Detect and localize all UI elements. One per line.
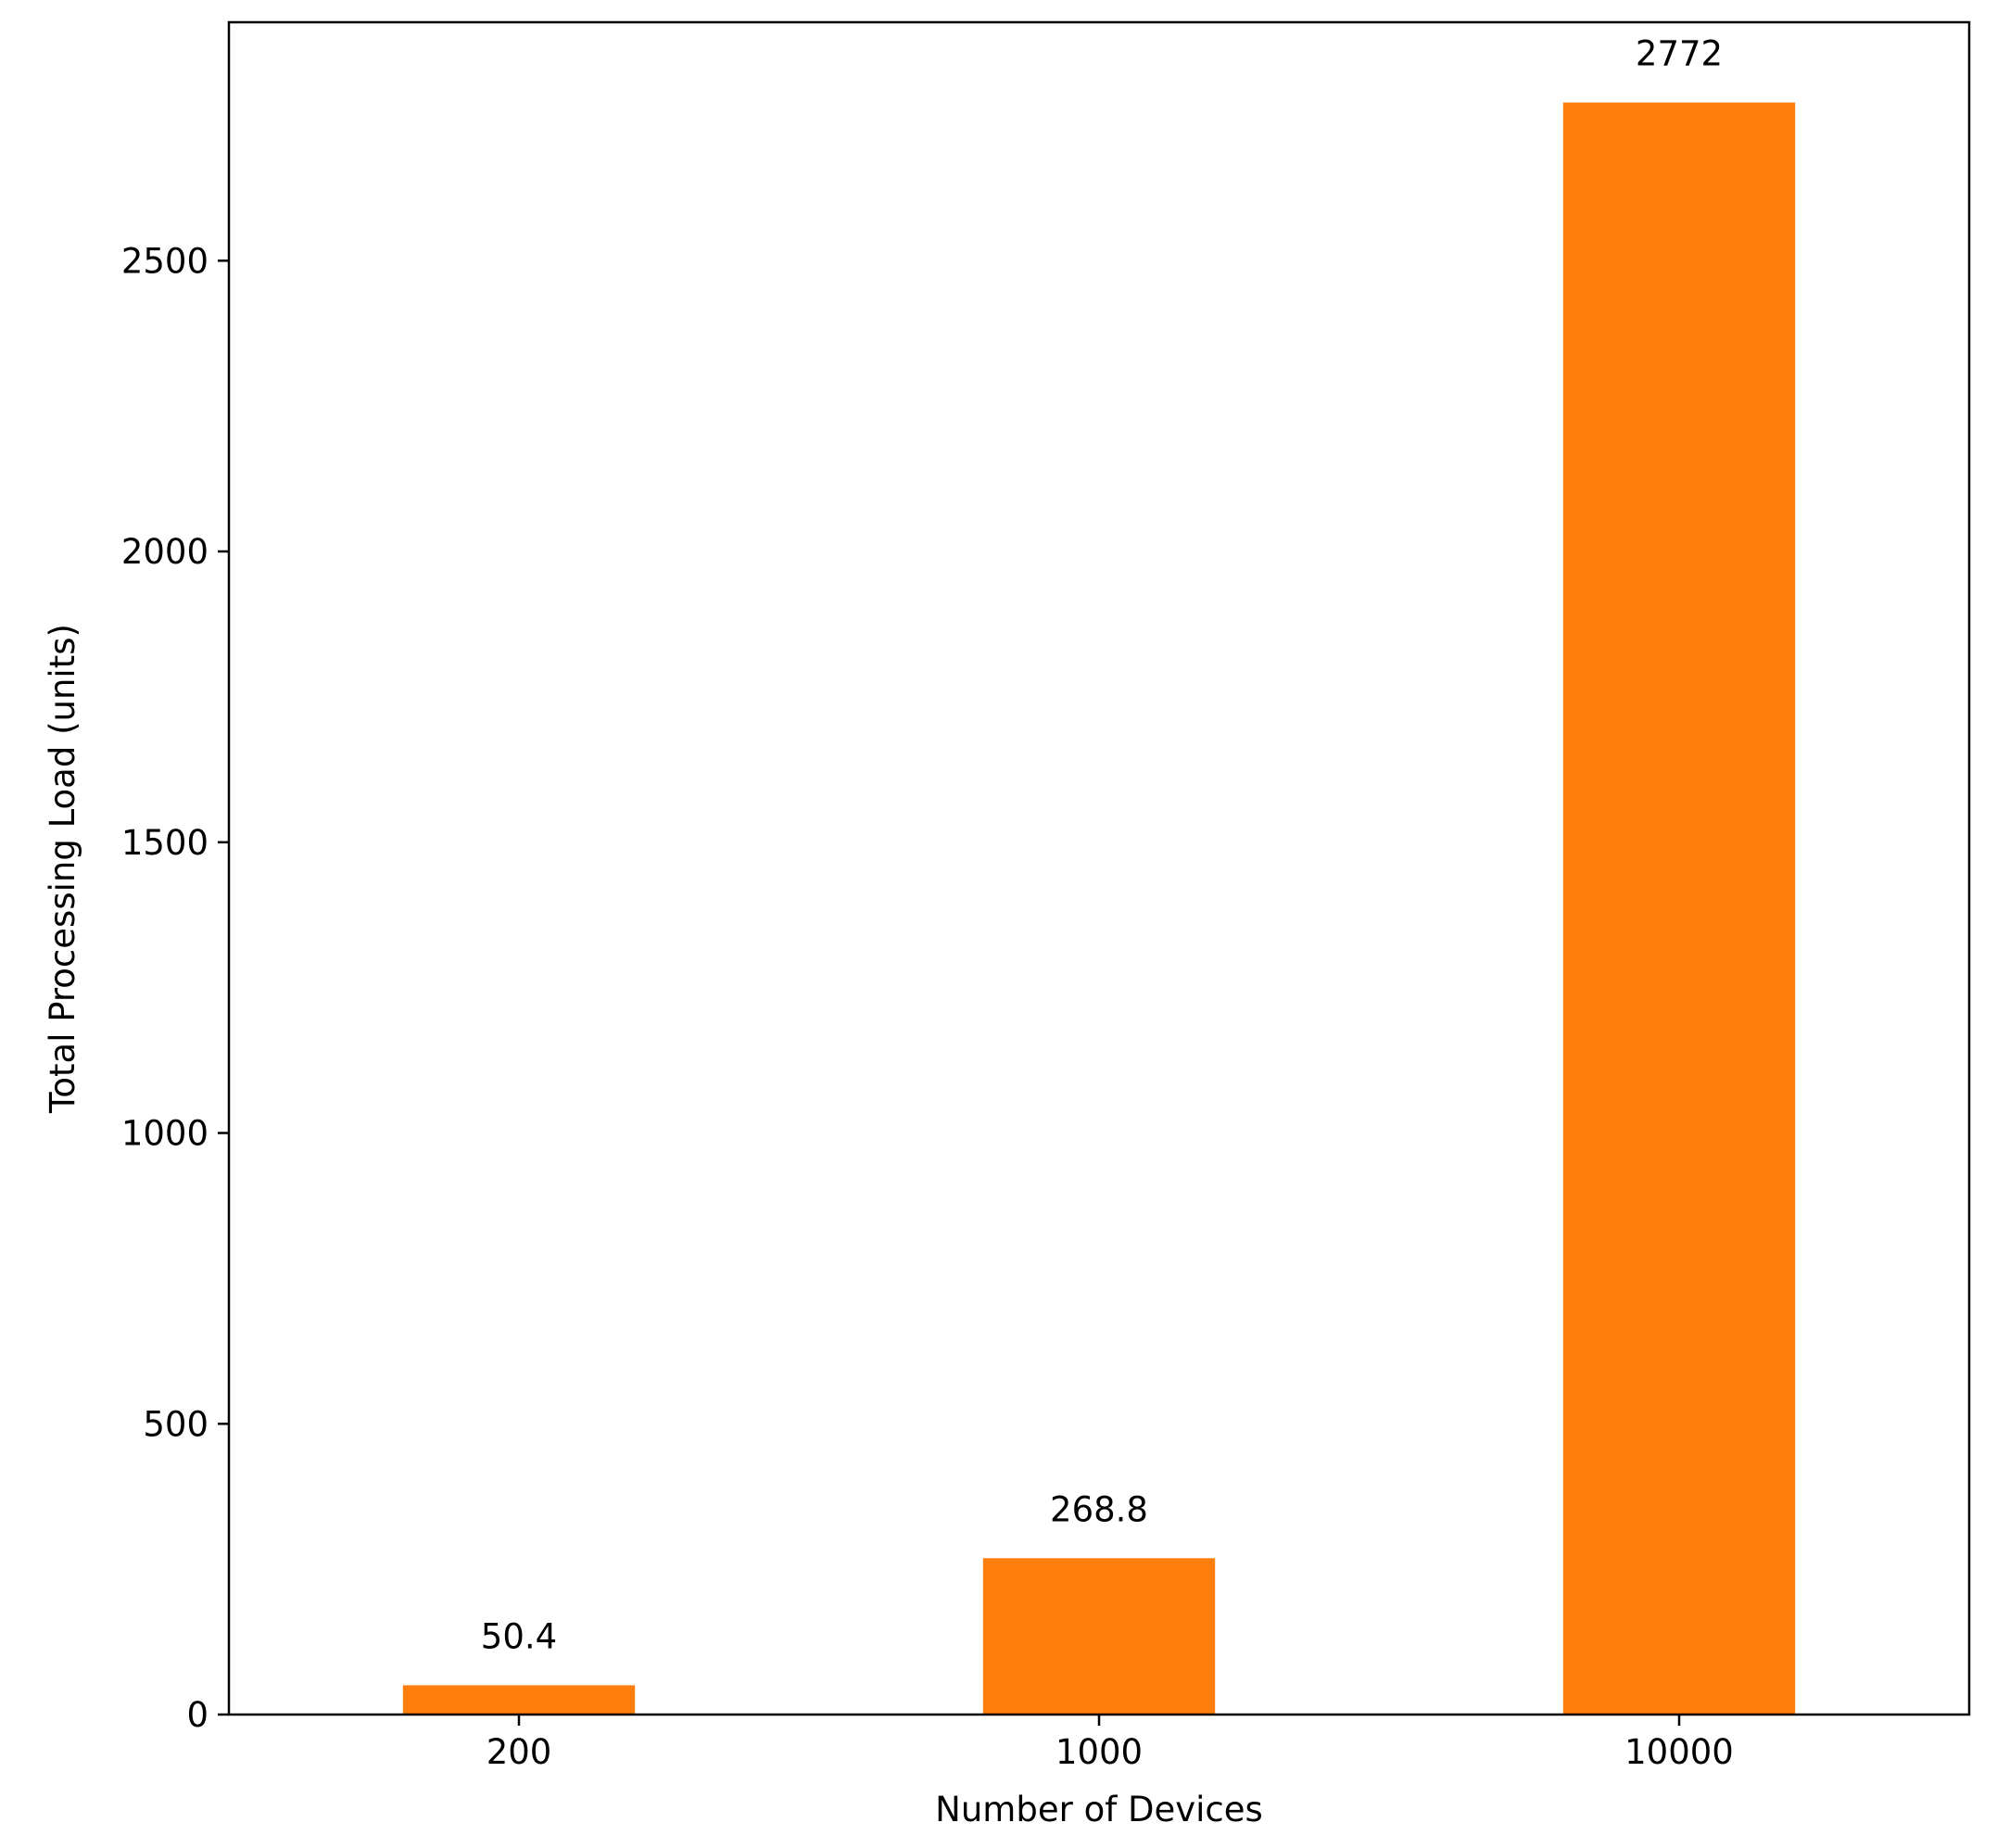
y-tick-label-2000: 2000 [121,532,209,572]
y-tick-label-2500: 2500 [121,241,209,281]
y-axis: 0 500 1000 1500 2000 2500 [121,241,229,1735]
bar-200 [402,1685,636,1715]
data-label-200: 50.4 [481,1616,557,1656]
bars-group [402,102,1796,1715]
data-labels-group: 50.4 268.8 2772 [481,34,1723,1657]
data-label-1000: 268.8 [1050,1489,1148,1529]
bar-1000 [982,1558,1216,1715]
y-axis-label: Total Processing Load (units) [43,624,82,1114]
y-tick-label-500: 500 [143,1404,209,1444]
x-tick-label-10000: 10000 [1624,1732,1734,1772]
x-axis: 200 1000 10000 [487,1715,1734,1772]
y-tick-label-0: 0 [186,1695,209,1735]
bar-10000 [1562,102,1796,1715]
x-axis-label: Number of Devices [935,1790,1263,1829]
x-tick-label-200: 200 [487,1732,552,1772]
y-tick-label-1000: 1000 [121,1114,209,1154]
y-tick-label-1500: 1500 [121,823,209,863]
x-tick-label-1000: 1000 [1055,1732,1143,1772]
data-label-10000: 2772 [1636,34,1723,74]
